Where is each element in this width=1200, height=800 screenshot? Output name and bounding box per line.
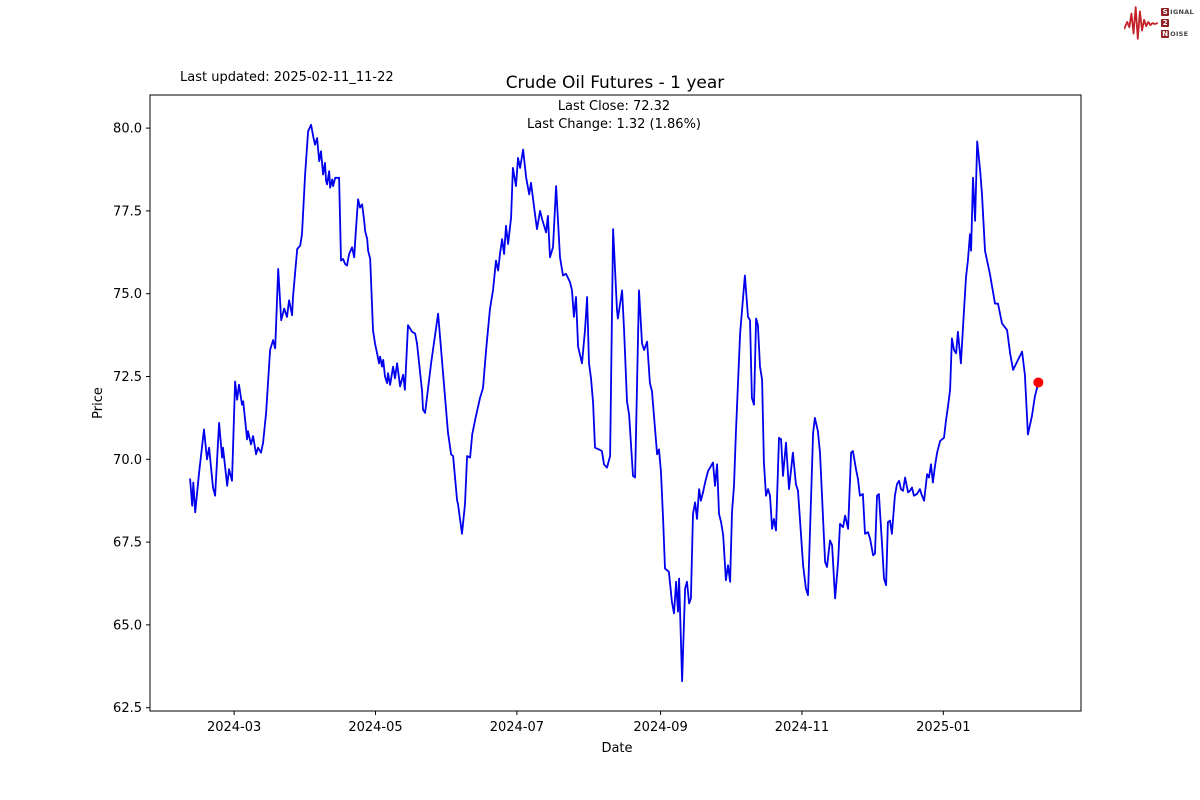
y-axis-label: Price xyxy=(91,387,106,419)
last-close-annotation: Last Close: 72.32 xyxy=(558,99,670,114)
last-updated-text: Last updated: 2025-02-11_11-22 xyxy=(180,70,394,85)
y-tick-label: 72.5 xyxy=(113,370,142,385)
x-tick-label: 2024-03 xyxy=(207,720,261,735)
x-tick-label: 2024-09 xyxy=(633,720,687,735)
logo-letter-s: S xyxy=(1161,8,1170,16)
signal2noise-logo: S IGNAL 2 N OISE xyxy=(1124,4,1194,42)
x-tick-label: 2024-11 xyxy=(775,720,829,735)
plot-area xyxy=(149,94,1082,712)
logo-letter-n: N xyxy=(1161,30,1170,38)
x-tick-label: 2024-07 xyxy=(490,720,544,735)
y-tick-label: 67.5 xyxy=(113,536,142,551)
logo-row-signal: S IGNAL xyxy=(1161,8,1194,17)
x-axis-label: Date xyxy=(601,741,632,756)
logo-row-2: 2 xyxy=(1161,19,1194,28)
y-tick-label: 62.5 xyxy=(113,701,142,716)
waveform-icon xyxy=(1124,6,1159,40)
y-tick-label: 65.0 xyxy=(113,618,142,633)
y-tick-label: 75.0 xyxy=(113,287,142,302)
y-tick-label: 70.0 xyxy=(113,453,142,468)
chart-title: Crude Oil Futures - 1 year xyxy=(506,73,725,93)
price-line xyxy=(189,123,1040,683)
logo-rest-oise: OISE xyxy=(1170,30,1189,38)
last-change-annotation: Last Change: 1.32 (1.86%) xyxy=(527,117,701,132)
x-tick-label: 2024-05 xyxy=(348,720,402,735)
logo-letter-2: 2 xyxy=(1161,19,1170,27)
last-close-marker xyxy=(1033,377,1044,388)
x-tick-label: 2025-01 xyxy=(916,720,970,735)
logo-rest-ignal: IGNAL xyxy=(1170,8,1194,16)
y-tick-label: 77.5 xyxy=(113,204,142,219)
y-tick-label: 80.0 xyxy=(113,122,142,137)
logo-text: S IGNAL 2 N OISE xyxy=(1161,7,1194,40)
logo-row-noise: N OISE xyxy=(1161,30,1194,39)
